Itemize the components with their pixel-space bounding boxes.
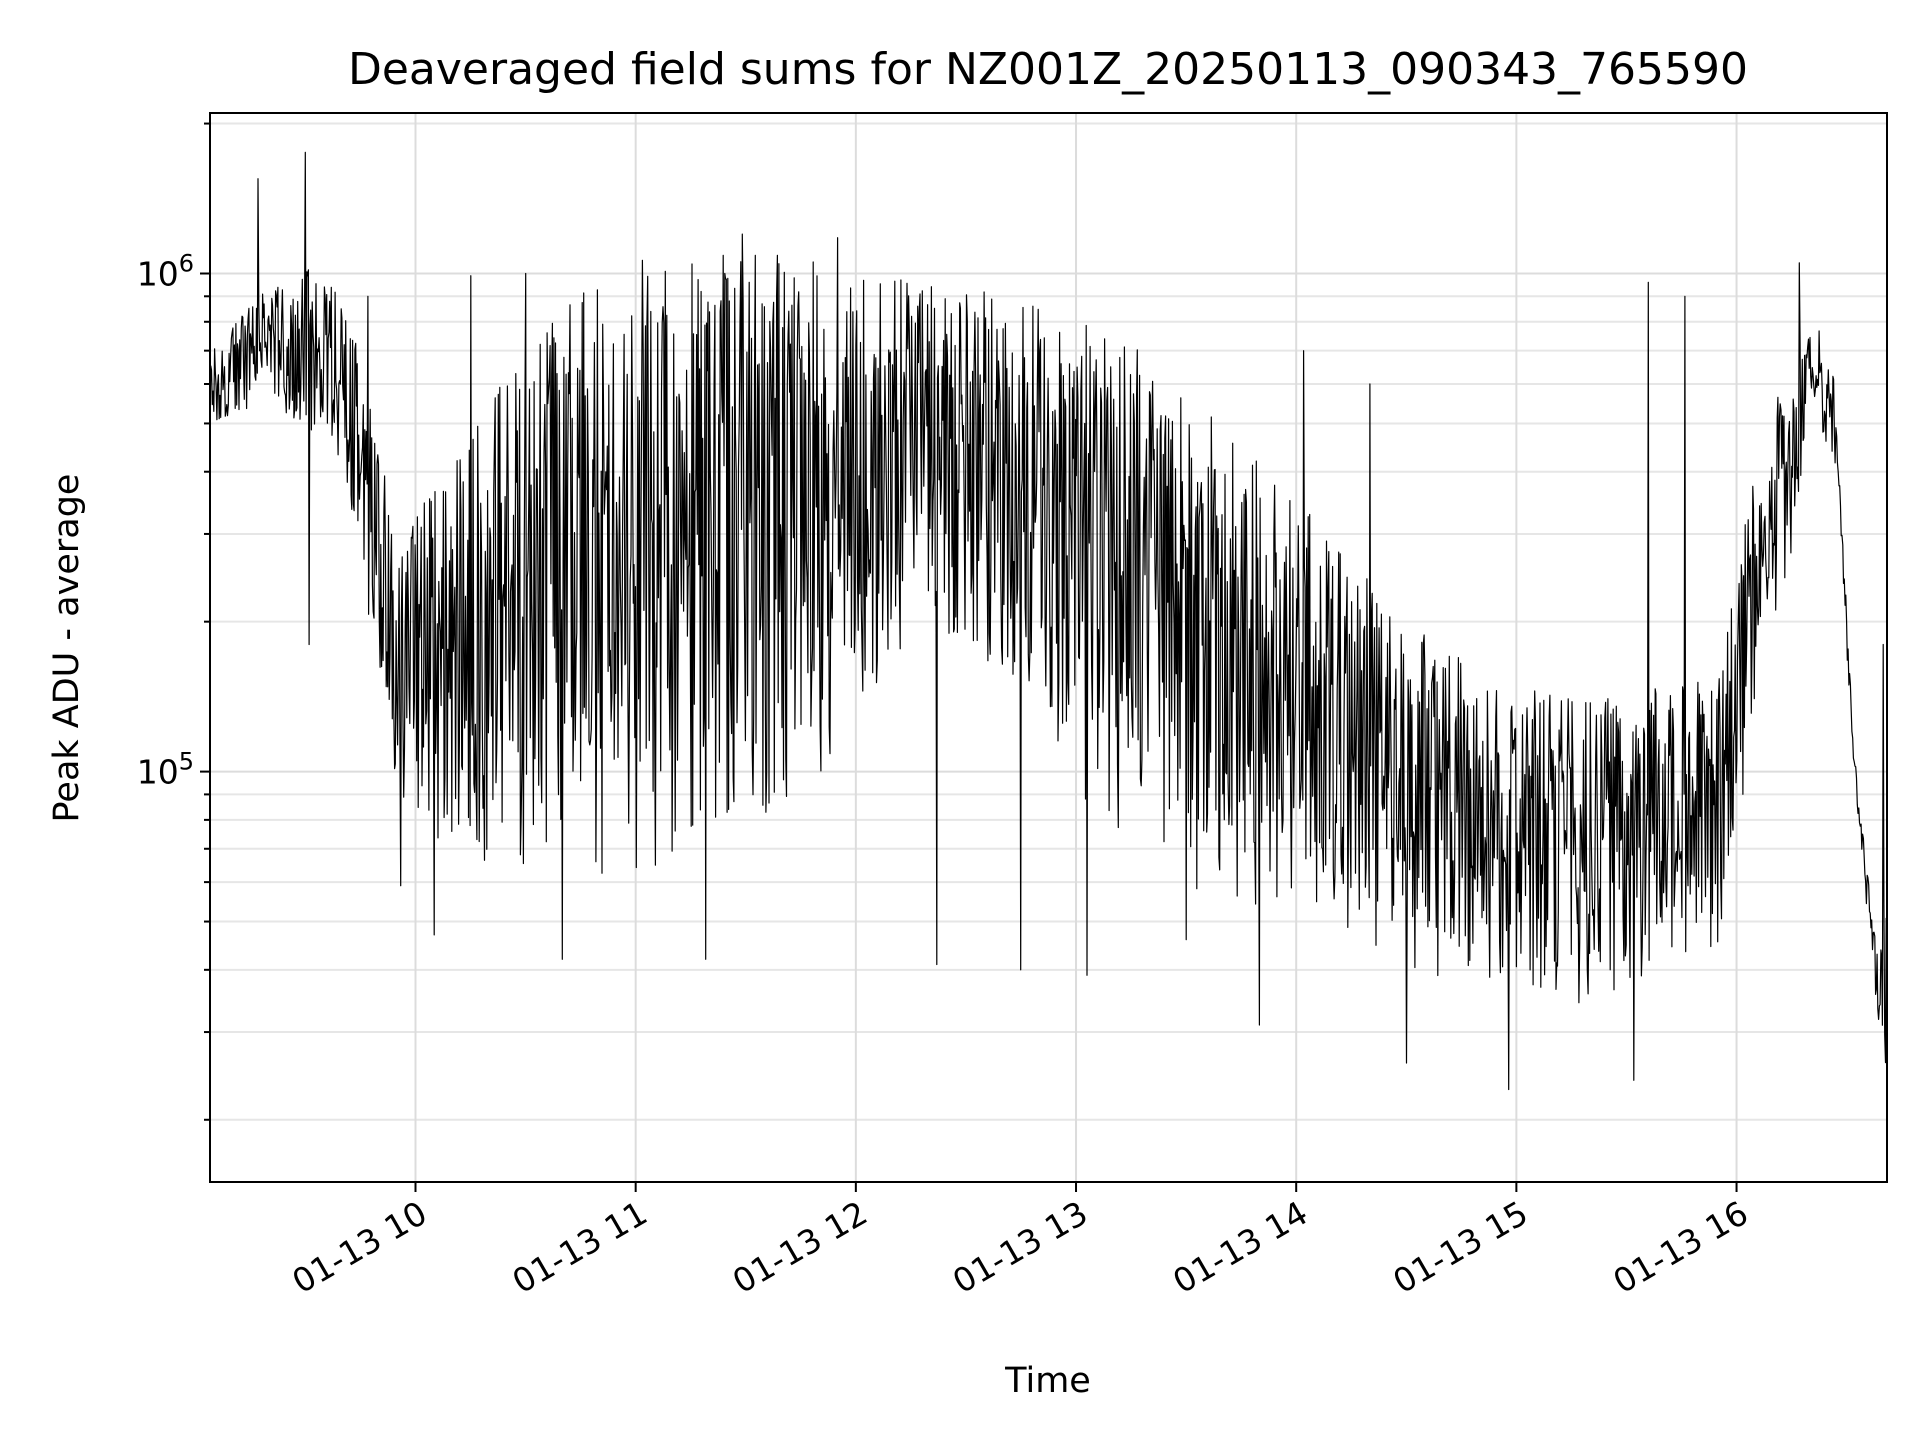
x-axis-label: Time (1004, 1361, 1091, 1401)
plot-frame (209, 112, 1888, 1183)
y-axis: 105 106 (137, 122, 210, 1121)
series-path (210, 151, 1887, 1155)
y-tick-label: 105 (137, 748, 194, 792)
y-axis-label: Peak ADU - average (47, 474, 87, 823)
y-tick-label: 106 (137, 249, 194, 293)
chart-title: Deaveraged field sums for NZ001Z_2025011… (348, 44, 1748, 95)
series-line (210, 151, 1887, 1155)
